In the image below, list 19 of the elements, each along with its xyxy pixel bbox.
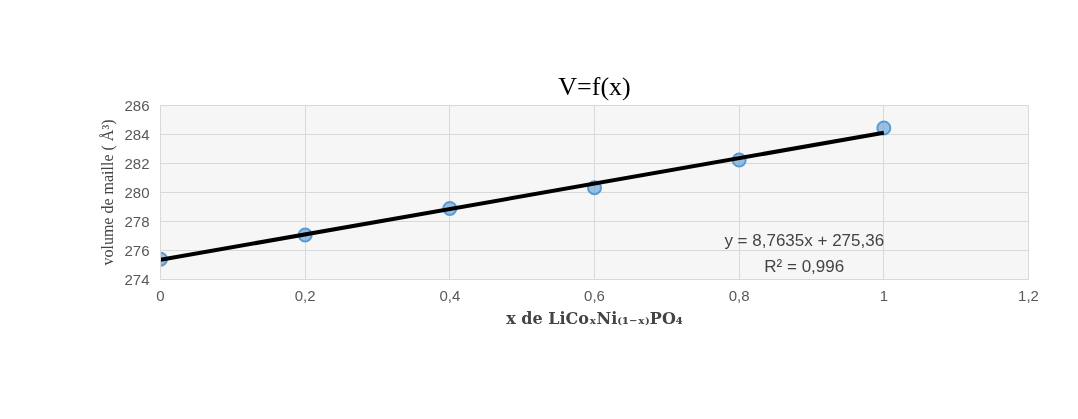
y-tick-label: 282 — [124, 154, 150, 172]
x-tick-label: 1,2 — [1018, 286, 1039, 304]
y-tick-label: 276 — [124, 241, 150, 259]
x-axis-title: x de LiCoₓNi₍₁₋ₓ₎PO₄ — [506, 308, 683, 328]
x-tick-label: 0,8 — [728, 286, 750, 304]
y-tick-label: 286 — [124, 96, 150, 114]
y-axis-title: volume de maille ( Å³) — [99, 119, 118, 266]
annotation: R² = 0,996 — [764, 256, 845, 276]
y-tick-label: 274 — [124, 270, 150, 288]
x-tick-label: 0,2 — [294, 286, 316, 304]
x-tick-label: 1 — [879, 286, 889, 304]
x-tick-label: 0 — [156, 286, 165, 304]
x-tick-label: 0,6 — [584, 286, 605, 304]
x-tick-label: 0,4 — [439, 286, 461, 304]
y-tick-label: 278 — [124, 212, 150, 230]
chart-title: V=f(x) — [558, 71, 631, 101]
y-tick-label: 284 — [124, 125, 150, 143]
annotation: y = 8,7635x + 275,36 — [724, 230, 885, 250]
y-tick-label: 280 — [124, 183, 150, 201]
